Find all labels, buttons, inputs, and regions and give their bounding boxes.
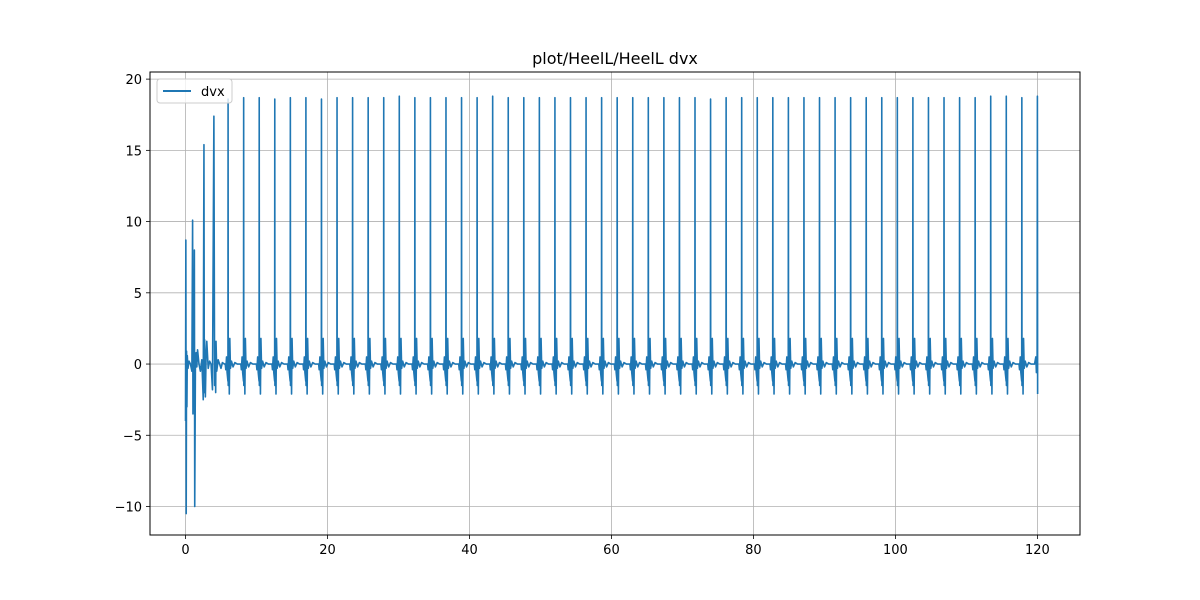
x-tick-label: 60 (603, 543, 620, 558)
x-tick-label: 80 (745, 543, 762, 558)
x-tick-label: 40 (461, 543, 478, 558)
x-tick-label: 20 (319, 543, 336, 558)
y-tick-label: −5 (123, 429, 142, 444)
legend: dvx (156, 78, 233, 104)
y-tick-label: 10 (125, 216, 142, 231)
x-tick-label: 120 (1025, 543, 1050, 558)
series-line-dvx (184, 95, 1039, 515)
y-tick-label: 20 (125, 73, 142, 88)
y-tick-label: 15 (125, 144, 142, 159)
y-tick-label: −10 (115, 501, 142, 516)
chart-title: plot/HeelL/HeelL dvx (532, 49, 698, 68)
legend-box (156, 78, 233, 104)
y-tick-label: 5 (134, 287, 142, 302)
y-tick-label: 0 (134, 358, 142, 373)
legend-label-dvx: dvx (201, 85, 225, 100)
x-tick-label: 0 (181, 543, 189, 558)
x-tick-label: 100 (883, 543, 908, 558)
series-layer (184, 95, 1039, 515)
plot-frame (149, 71, 1081, 536)
axis-ticks: 0 20 40 60 80 100 120 −10 −5 0 5 10 15 20 (115, 73, 1050, 558)
